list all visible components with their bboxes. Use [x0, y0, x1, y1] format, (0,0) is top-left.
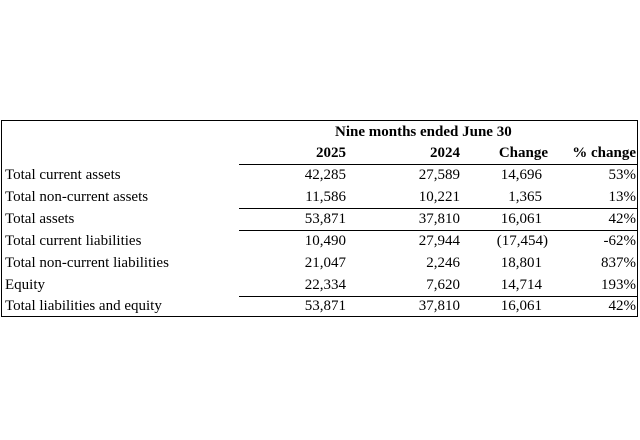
row-value-2024: 7,620	[426, 277, 460, 293]
row-value-2025: 10,490	[304, 233, 346, 249]
row-label: Total non-current assets	[5, 189, 149, 205]
row-value-change: 14,696	[500, 167, 542, 183]
total-assets-divider	[239, 230, 637, 231]
row-value-2025: 42,285	[304, 167, 346, 183]
row-label: Total assets	[5, 211, 75, 227]
row-label: Equity	[5, 277, 45, 293]
row-value-percent: 42%	[608, 211, 637, 227]
row-value-2024: 2,246	[426, 255, 460, 271]
row-value-change: 1,365	[508, 189, 542, 205]
row-label: Total liabilities and equity	[5, 298, 162, 314]
row-value-percent: 193%	[601, 277, 636, 293]
subtotal-divider	[239, 208, 637, 209]
row-value-change: 18,801	[500, 255, 542, 271]
equity-divider	[239, 296, 637, 297]
row-value-percent: -62%	[603, 233, 637, 249]
row-value-2024: 10,221	[418, 189, 460, 205]
column-header-percent-change: % change	[572, 145, 636, 161]
row-value-2024: 37,810	[418, 211, 460, 227]
row-value-percent: 13%	[608, 189, 637, 205]
row-value-2025: 53,871	[304, 298, 346, 314]
row-value-2025: 21,047	[304, 255, 346, 271]
row-value-percent: 837%	[601, 255, 636, 271]
row-label: Total current liabilities	[5, 233, 142, 249]
row-value-percent: 53%	[608, 167, 637, 183]
row-value-percent: 42%	[608, 298, 637, 314]
financial-table: Nine months ended June 30 2025 2024 Chan…	[1, 120, 638, 317]
row-label: Total current assets	[5, 167, 121, 183]
row-label: Total non-current liabilities	[5, 255, 169, 271]
period-header: Nine months ended June 30	[335, 124, 512, 140]
column-header-2025: 2025	[316, 145, 346, 161]
column-header-change: Change	[498, 145, 548, 161]
row-value-2024: 27,944	[418, 233, 460, 249]
header-divider	[239, 164, 637, 165]
row-value-2025: 11,586	[305, 189, 346, 205]
row-value-2025: 53,871	[304, 211, 346, 227]
column-header-2024: 2024	[430, 145, 460, 161]
row-value-2024: 37,810	[418, 298, 460, 314]
row-value-change: (17,454)	[496, 233, 548, 249]
row-value-change: 14,714	[500, 277, 542, 293]
row-value-2024: 27,589	[418, 167, 460, 183]
row-value-2025: 22,334	[304, 277, 346, 293]
row-value-change: 16,061	[500, 298, 542, 314]
row-value-change: 16,061	[500, 211, 542, 227]
